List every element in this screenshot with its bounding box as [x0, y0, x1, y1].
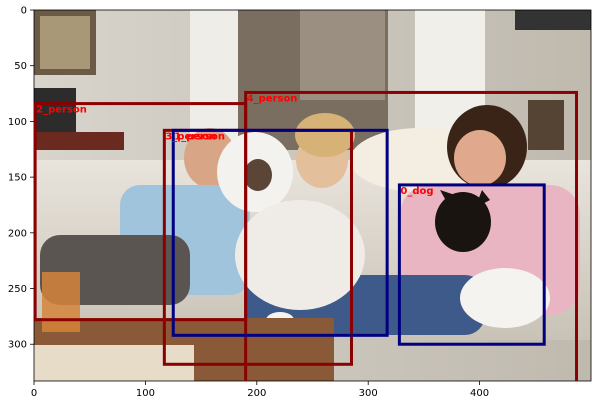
- detection-label: 4_person: [247, 93, 298, 104]
- detection-label: 1_person: [174, 131, 225, 142]
- x-tick-label: 200: [247, 388, 266, 399]
- terrier-dog: [435, 192, 491, 252]
- detection-label: 2_person: [36, 105, 87, 116]
- glass: [42, 272, 80, 332]
- x-tick-label: 400: [470, 388, 489, 399]
- y-axis: 0 50 100 150 200 250 300: [8, 6, 34, 351]
- x-tick-label: 300: [359, 388, 378, 399]
- x-tick-label: 0: [31, 388, 37, 399]
- y-tick-label: 50: [14, 61, 27, 72]
- y-tick-label: 150: [8, 173, 27, 184]
- y-tick-label: 300: [8, 340, 27, 351]
- detection-label: 0_dog: [400, 186, 433, 197]
- wall-sign: [528, 100, 564, 150]
- y-tick-label: 0: [21, 6, 27, 17]
- photo: [34, 10, 591, 381]
- detection-boxes: [34, 90, 579, 381]
- shelf: [34, 132, 124, 150]
- detection-box-0-dog: [397, 183, 546, 346]
- x-axis: 0 100 200 300 400: [31, 381, 489, 399]
- y-tick-label: 200: [8, 228, 27, 239]
- wall-picture-right: [515, 10, 591, 30]
- detection-label: 3_person: [165, 131, 216, 142]
- y-tick-label: 250: [8, 284, 27, 295]
- x-tick-label: 100: [136, 388, 155, 399]
- y-tick-label: 100: [8, 117, 27, 128]
- detection-box-1-person: [171, 128, 389, 337]
- detection-box-4-person: [244, 90, 579, 381]
